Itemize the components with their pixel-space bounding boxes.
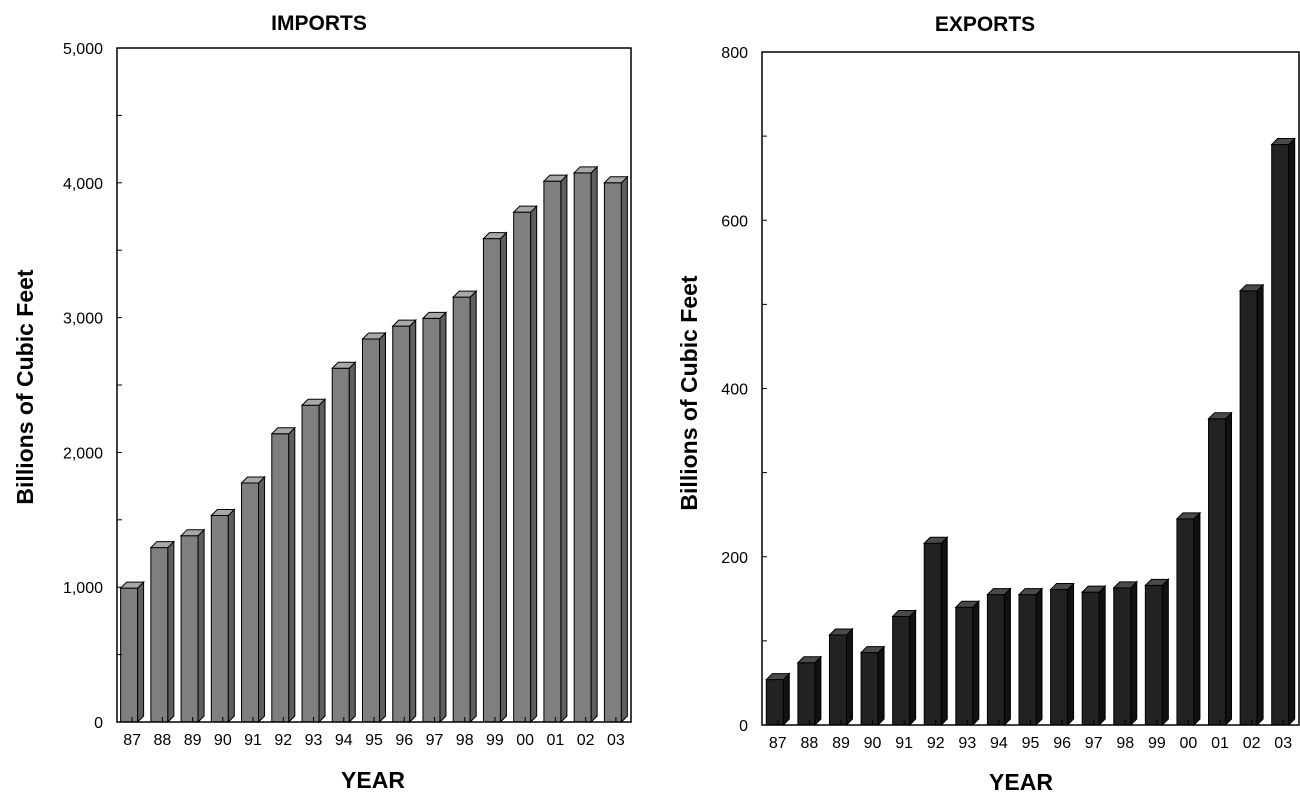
exports-x-tick-label: 00 bbox=[1180, 735, 1198, 752]
exports-chart-svg: EXPORTS YEAR Billions of Cubic Feet 0200… bbox=[676, 13, 1300, 795]
imports-x-tick-label: 93 bbox=[305, 732, 323, 749]
imports-x-tick-label: 00 bbox=[516, 732, 534, 749]
imports-x-tick-label: 97 bbox=[426, 732, 444, 749]
exports-bar-93 bbox=[954, 600, 981, 727]
imports-y-tick-label: 2,000 bbox=[63, 445, 103, 462]
exports-x-tick-label: 01 bbox=[1211, 735, 1229, 752]
imports-bar-03 bbox=[603, 175, 629, 724]
imports-bar-94 bbox=[331, 361, 357, 724]
exports-x-tick-label: 91 bbox=[895, 735, 913, 752]
exports-bar-90 bbox=[859, 645, 886, 727]
exports-x-tick-label: 93 bbox=[958, 735, 976, 752]
exports-bars bbox=[765, 137, 1296, 727]
exports-bar-89 bbox=[828, 627, 854, 727]
exports-x-tick-label: 87 bbox=[769, 735, 787, 752]
exports-bar-87 bbox=[765, 672, 791, 727]
imports-bar-91 bbox=[240, 475, 266, 724]
imports-y-tick-label: 3,000 bbox=[63, 311, 103, 328]
imports-y-axis-label: Billions of Cubic Feet bbox=[12, 269, 38, 504]
imports-bar-01 bbox=[542, 173, 569, 724]
imports-x-tick-label: 94 bbox=[335, 732, 353, 749]
exports-y-tick-label: 200 bbox=[721, 550, 748, 567]
imports-bar-98 bbox=[451, 289, 478, 724]
imports-bar-95 bbox=[361, 331, 387, 724]
imports-x-tick-label: 91 bbox=[244, 732, 262, 749]
imports-chart: IMPORTS YEAR Billions of Cubic Feet 0 1,0… bbox=[12, 12, 632, 793]
exports-x-tick-label: 89 bbox=[832, 735, 850, 752]
imports-bar-96 bbox=[391, 318, 417, 724]
imports-bar-99 bbox=[482, 231, 508, 724]
exports-y-tick-label: 800 bbox=[721, 45, 748, 62]
imports-bar-89 bbox=[179, 528, 206, 724]
exports-x-tick-label: 99 bbox=[1148, 735, 1166, 752]
exports-bar-88 bbox=[796, 655, 823, 727]
imports-bar-00 bbox=[512, 204, 538, 724]
imports-x-tick-label: 96 bbox=[395, 732, 413, 749]
exports-x-axis-label: YEAR bbox=[989, 769, 1053, 795]
imports-x-tick-label: 03 bbox=[607, 732, 625, 749]
imports-bars bbox=[119, 165, 629, 724]
imports-bar-87 bbox=[119, 580, 145, 724]
exports-bar-97 bbox=[1080, 584, 1107, 727]
exports-bar-03 bbox=[1270, 137, 1296, 727]
exports-chart: EXPORTS YEAR Billions of Cubic Feet 0 200… bbox=[650, 0, 1300, 797]
exports-x-tick-label: 96 bbox=[1053, 735, 1071, 752]
exports-y-axis-label: Billions of Cubic Feet bbox=[676, 275, 702, 510]
exports-x-tick-label: 92 bbox=[927, 735, 945, 752]
imports-bar-93 bbox=[300, 398, 327, 724]
imports-x-tick-label: 95 bbox=[365, 732, 383, 749]
exports-bar-98 bbox=[1112, 580, 1138, 727]
exports-bar-99 bbox=[1144, 578, 1170, 727]
imports-bar-88 bbox=[149, 540, 176, 724]
imports-x-tick-label: 98 bbox=[456, 732, 474, 749]
imports-x-tick-label: 02 bbox=[577, 732, 595, 749]
imports-x-tick-label: 01 bbox=[547, 732, 565, 749]
imports-x-tick-label: 87 bbox=[123, 732, 141, 749]
exports-bar-95 bbox=[1017, 587, 1044, 727]
imports-x-tick-label: 88 bbox=[153, 732, 171, 749]
exports-bar-02 bbox=[1238, 283, 1265, 727]
exports-bar-96 bbox=[1049, 582, 1075, 727]
exports-x-tick-label: 94 bbox=[990, 735, 1008, 752]
exports-x-tick-label: 97 bbox=[1085, 735, 1103, 752]
exports-chart-title: EXPORTS bbox=[935, 13, 1035, 36]
imports-bar-92 bbox=[270, 426, 297, 724]
imports-x-tick-label: 89 bbox=[184, 732, 202, 749]
imports-y-tick-label: 0 bbox=[94, 715, 103, 732]
imports-x-axis-label: YEAR bbox=[341, 767, 405, 793]
imports-bar-90 bbox=[210, 508, 236, 724]
exports-x-tick-label: 88 bbox=[800, 735, 818, 752]
imports-y-tick-label: 1,000 bbox=[63, 580, 103, 597]
exports-x-tick-label: 90 bbox=[864, 735, 882, 752]
imports-x-tick-label: 92 bbox=[274, 732, 292, 749]
exports-bar-92 bbox=[923, 536, 949, 727]
exports-y-tick-label: 400 bbox=[721, 382, 748, 399]
imports-bar-02 bbox=[572, 165, 599, 724]
exports-x-tick-label: 02 bbox=[1243, 735, 1261, 752]
imports-chart-svg: IMPORTS YEAR Billions of Cubic Feet 0 1,0… bbox=[12, 12, 632, 793]
exports-bar-00 bbox=[1175, 511, 1202, 727]
exports-x-tick-label: 03 bbox=[1274, 735, 1292, 752]
imports-y-tick-label: 5,000 bbox=[63, 41, 103, 58]
exports-bar-94 bbox=[986, 587, 1012, 727]
exports-y-tick-label: 0 bbox=[739, 718, 748, 735]
imports-x-tick-label: 99 bbox=[486, 732, 504, 749]
imports-y-tick-label: 4,000 bbox=[63, 176, 103, 193]
exports-bar-91 bbox=[891, 609, 917, 727]
exports-x-tick-label: 98 bbox=[1116, 735, 1134, 752]
exports-x-tick-label: 95 bbox=[1022, 735, 1040, 752]
imports-bar-97 bbox=[421, 311, 448, 724]
exports-bar-01 bbox=[1207, 411, 1233, 727]
exports-y-tick-label: 600 bbox=[721, 213, 748, 230]
imports-x-tick-label: 90 bbox=[214, 732, 232, 749]
imports-chart-title: IMPORTS bbox=[271, 12, 367, 35]
